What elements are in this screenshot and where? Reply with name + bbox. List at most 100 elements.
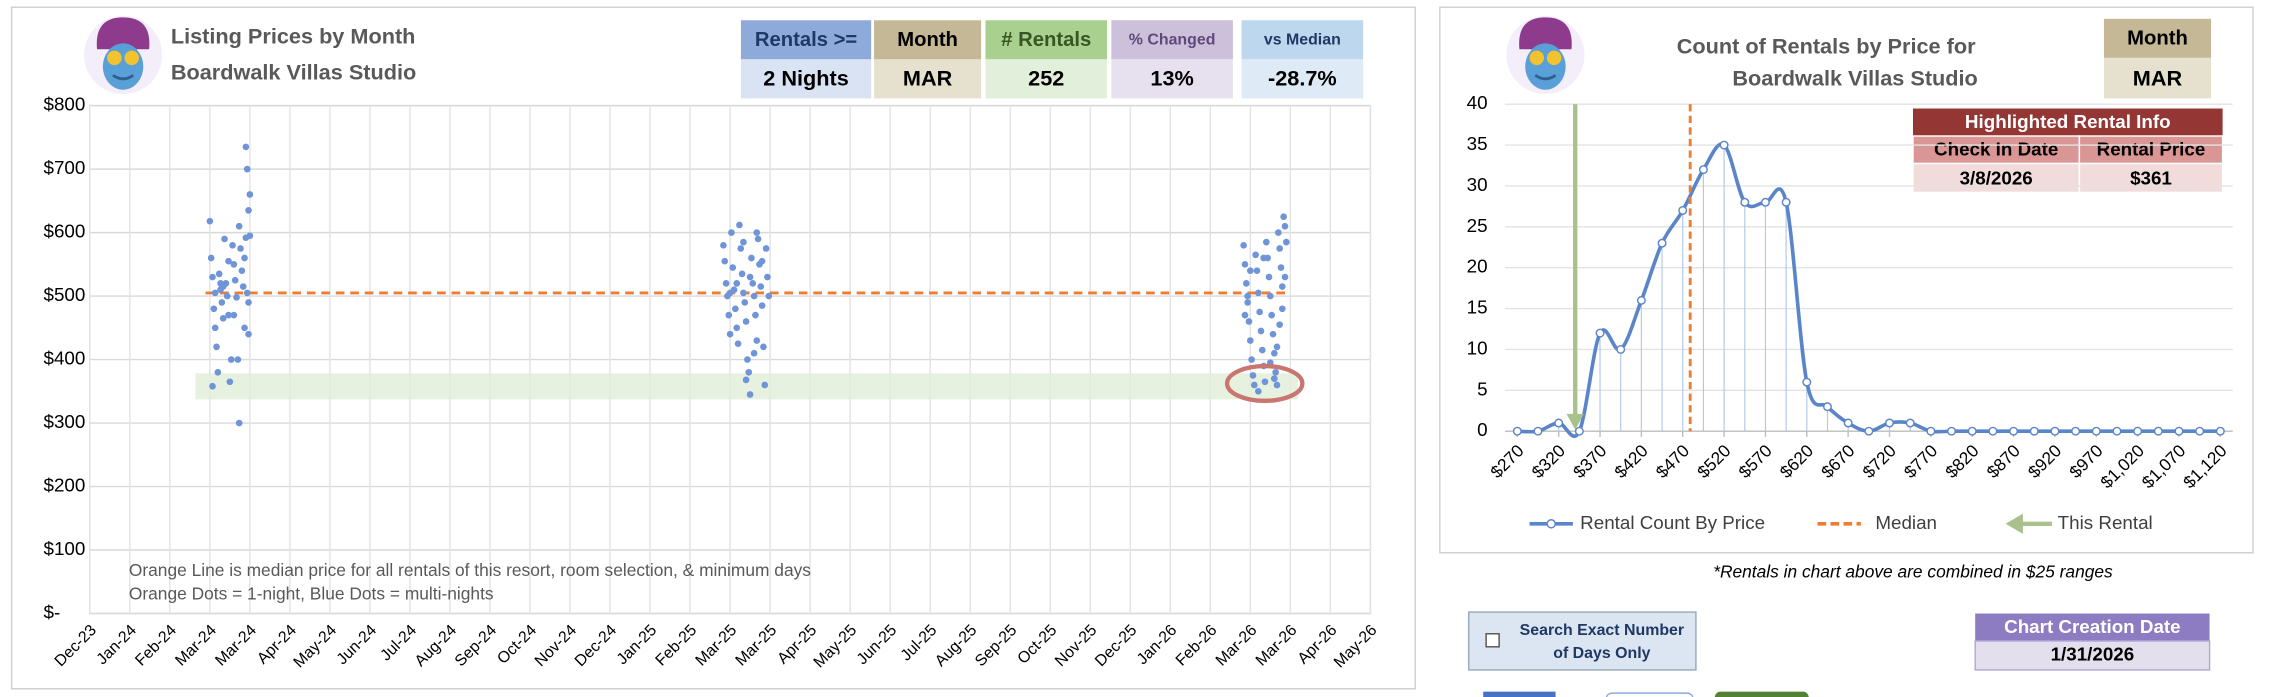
point bbox=[746, 273, 754, 281]
chart-subtitle: Boardwalk Villas Studio bbox=[1732, 65, 1977, 90]
point bbox=[231, 276, 239, 284]
point bbox=[230, 261, 238, 268]
tile-header: % Changed bbox=[1129, 32, 1216, 49]
point bbox=[234, 356, 242, 363]
point bbox=[2195, 426, 2205, 436]
creation-header-bg bbox=[1975, 613, 2210, 642]
point bbox=[1278, 283, 1286, 290]
point bbox=[1636, 295, 1646, 305]
creation-value: 1/31/2026 bbox=[2051, 643, 2135, 664]
point bbox=[1280, 213, 1287, 221]
point bbox=[1256, 308, 1263, 316]
point bbox=[1616, 344, 1626, 354]
point bbox=[226, 378, 234, 386]
point bbox=[225, 311, 232, 319]
month-header-bg bbox=[2103, 18, 2212, 58]
point bbox=[1926, 426, 1936, 436]
point bbox=[1574, 426, 1584, 436]
highlight-value-bg bbox=[2078, 162, 2224, 194]
point bbox=[2050, 426, 2060, 436]
point bbox=[758, 257, 766, 265]
point bbox=[729, 264, 737, 271]
exact-days-checkbox[interactable]: Search Exact Number of Days Only bbox=[1468, 611, 1697, 671]
point bbox=[1698, 165, 1708, 175]
point bbox=[213, 343, 220, 351]
point bbox=[1864, 426, 1874, 436]
point bbox=[740, 238, 747, 246]
point bbox=[728, 229, 735, 236]
point bbox=[1269, 330, 1277, 338]
point bbox=[245, 330, 252, 338]
y-tick-label: 10 bbox=[1467, 337, 1488, 358]
tile-value-bg bbox=[874, 59, 982, 99]
point bbox=[241, 254, 248, 262]
point bbox=[1249, 372, 1257, 379]
highlight-ring bbox=[1224, 363, 1305, 403]
point bbox=[736, 221, 743, 229]
point bbox=[1281, 222, 1289, 230]
button[interactable] bbox=[1714, 691, 1809, 697]
tile-header: vs Median bbox=[1264, 32, 1341, 49]
point bbox=[722, 280, 730, 287]
point bbox=[1244, 299, 1251, 306]
point bbox=[1253, 267, 1261, 275]
button[interactable] bbox=[1483, 691, 1556, 697]
point bbox=[750, 292, 758, 300]
logo bbox=[84, 15, 163, 95]
point bbox=[762, 245, 770, 252]
point bbox=[2112, 426, 2122, 436]
chart-subtitle: Boardwalk Villas Studio bbox=[171, 60, 416, 85]
tile-header-bg bbox=[874, 20, 982, 60]
button[interactable] bbox=[1605, 692, 1694, 697]
point bbox=[753, 337, 761, 344]
point bbox=[1245, 318, 1253, 325]
point bbox=[1242, 280, 1250, 287]
highlight-value: 3/8/2026 bbox=[1960, 167, 2033, 188]
point bbox=[1270, 375, 1278, 382]
point bbox=[1270, 349, 1278, 357]
point bbox=[725, 311, 733, 319]
chart-title: Listing Prices by Month bbox=[171, 23, 416, 48]
y-tick-label: 30 bbox=[1467, 174, 1488, 195]
tile-value: MAR bbox=[903, 65, 953, 90]
highlight-title: Highlighted Rental Info bbox=[1965, 111, 2171, 132]
point bbox=[227, 356, 235, 363]
point bbox=[720, 241, 727, 249]
point bbox=[211, 289, 219, 297]
point bbox=[761, 381, 769, 389]
point bbox=[745, 368, 753, 376]
point bbox=[235, 419, 243, 427]
point bbox=[1533, 426, 1543, 436]
point bbox=[1273, 381, 1281, 389]
point bbox=[1947, 426, 1957, 436]
point bbox=[219, 283, 227, 290]
point bbox=[1262, 238, 1270, 246]
point bbox=[242, 143, 250, 151]
checkbox-label[interactable]: Search Exact Number bbox=[1520, 622, 1684, 639]
checkbox-frame[interactable] bbox=[1468, 611, 1697, 671]
y-tick-label: $100 bbox=[43, 538, 85, 559]
y-tick-label: 35 bbox=[1467, 133, 1488, 154]
chart-title: Count of Rentals by Price for bbox=[1677, 33, 1976, 58]
checkbox-label[interactable]: of Days Only bbox=[1553, 645, 1650, 662]
point bbox=[1241, 261, 1249, 268]
point bbox=[1678, 205, 1688, 215]
point bbox=[211, 324, 219, 332]
tile-header: Month bbox=[897, 29, 958, 51]
point bbox=[215, 270, 223, 278]
point bbox=[758, 302, 766, 309]
point bbox=[765, 292, 773, 300]
y-tick-label: 15 bbox=[1467, 297, 1488, 318]
point bbox=[1246, 337, 1254, 344]
y-tick-label: $200 bbox=[43, 475, 85, 496]
tile-header-bg bbox=[985, 20, 1108, 60]
tile-value-bg bbox=[1241, 59, 1364, 99]
point bbox=[746, 391, 754, 398]
checkbox-box[interactable] bbox=[1485, 633, 1500, 648]
legend-label: Median bbox=[1875, 512, 1937, 533]
tile-header-bg bbox=[1111, 20, 1233, 60]
point bbox=[233, 294, 240, 301]
point bbox=[2153, 426, 2163, 436]
